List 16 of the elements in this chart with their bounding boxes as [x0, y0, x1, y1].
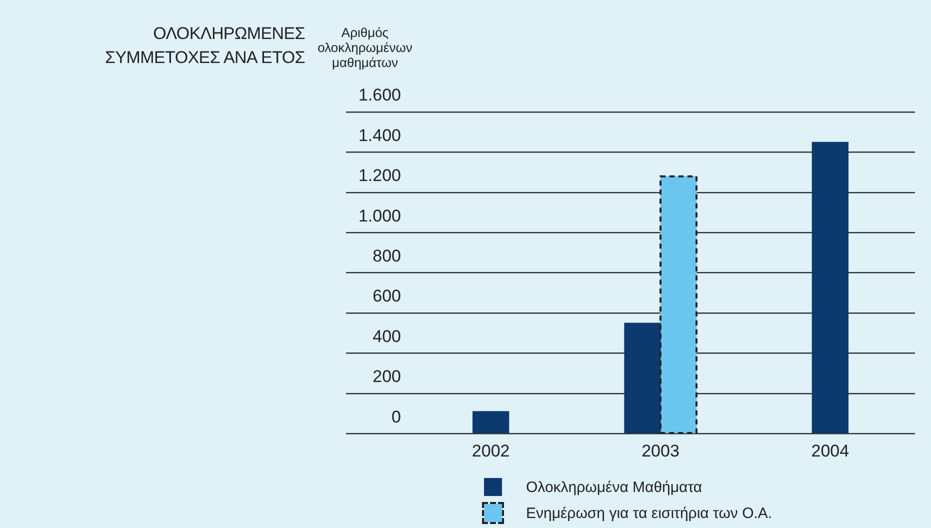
- y-tick-label: 0: [392, 407, 401, 426]
- x-tick-label: 2003: [642, 441, 680, 460]
- y-tick-label: 400: [372, 326, 401, 346]
- y-tick-label: 1.400: [358, 126, 401, 145]
- legend-label: Ενημέρωση για τα εισιτήρια των Ο.Α.: [526, 504, 772, 522]
- text: ΟΛΟΚΛΗΡΩΜΕΝΕΣ ΣΥΜΜΕΤΟΧΕΣ ΑΝΑ ΕΤΟΣ: [104, 23, 305, 69]
- y-tick-label: 600: [372, 286, 401, 306]
- x-tick-label: 2002: [472, 441, 510, 460]
- x-tick-label: 2004: [811, 441, 850, 460]
- y-axis-title: Αριθμός ολοκληρωμένων μαθημάτων: [316, 25, 414, 70]
- y-tick-label: 200: [372, 367, 401, 386]
- legend-label: Ολοκληρωμένα Μαθήματα: [526, 478, 702, 496]
- y-tick-label: 800: [372, 246, 401, 266]
- y-tick-label: 1.200: [358, 166, 401, 186]
- y-tick-label: 1.600: [358, 86, 401, 105]
- y-tick-label: 1.000: [358, 206, 401, 226]
